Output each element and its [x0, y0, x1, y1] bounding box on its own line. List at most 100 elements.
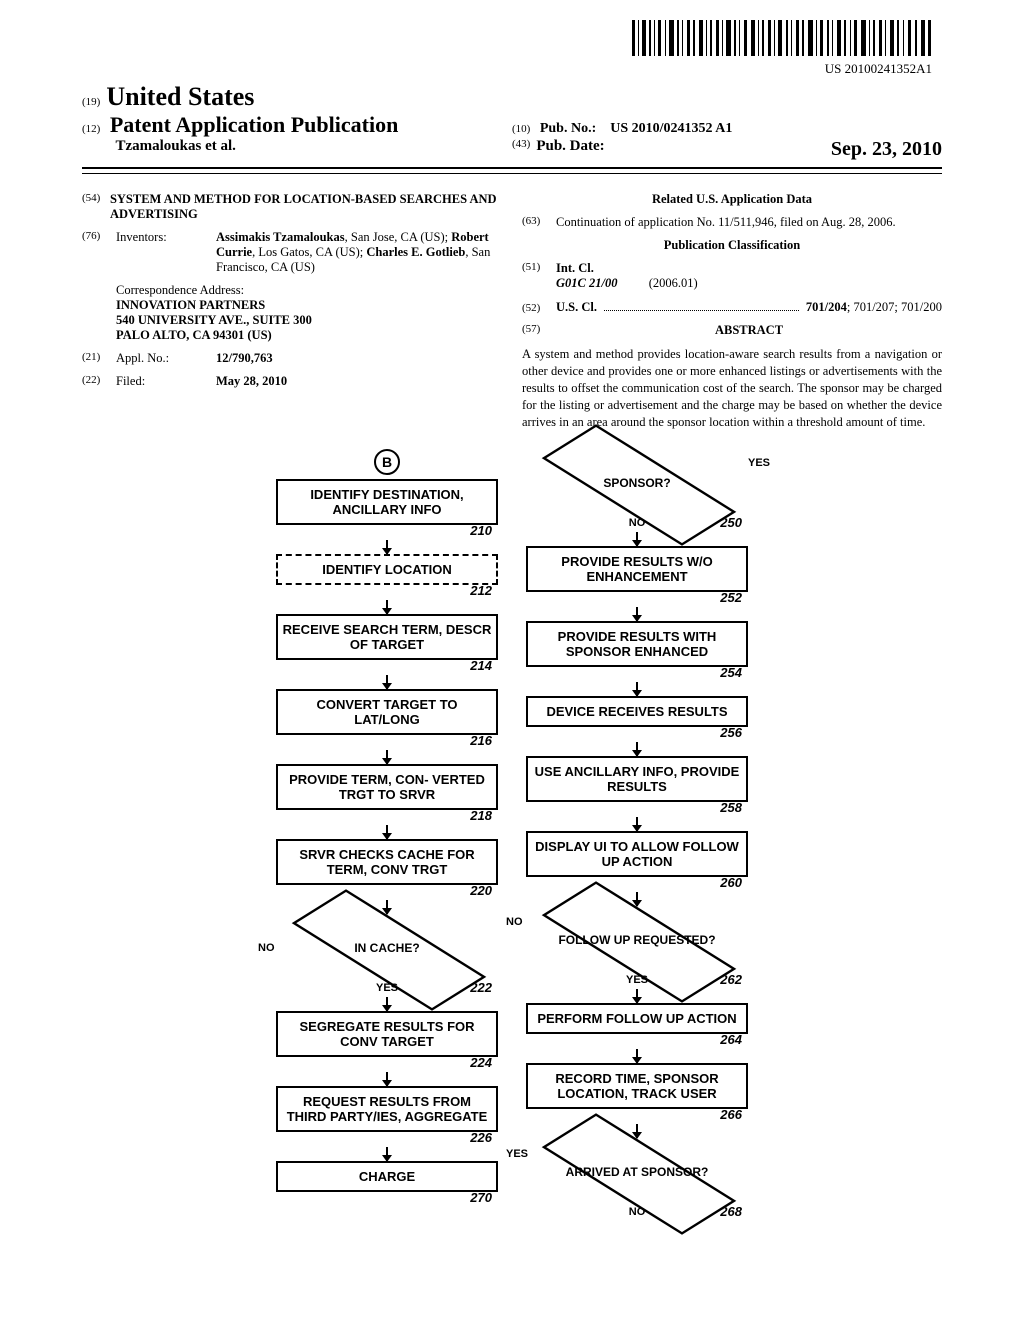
field-52-num: (52) — [522, 302, 556, 314]
flowchart-decision: IN CACHE?YESNO — [282, 916, 492, 980]
flowchart-arrow — [636, 742, 638, 756]
flowchart-arrow — [386, 600, 388, 614]
flowchart-arrow — [636, 1124, 638, 1138]
field-51-num: (51) — [522, 261, 556, 291]
left-column: (54) SYSTEM AND METHOD FOR LOCATION-BASE… — [82, 184, 502, 431]
field-57-num: (57) — [522, 323, 556, 338]
flowchart-box: IDENTIFY LOCATION — [276, 554, 498, 585]
top-bar: US 20100241352A1 — [82, 20, 942, 78]
flowchart-ref-number: 264 — [720, 1032, 742, 1047]
applno-label: Appl. No.: — [116, 351, 216, 366]
filed-label: Filed: — [116, 374, 216, 389]
flowchart-ref-number: 210 — [470, 523, 492, 538]
flowchart-decision: ARRIVED AT SPONSOR?YESNO — [532, 1140, 742, 1204]
inventors-value: Assimakis Tzamaloukas, San Jose, CA (US)… — [216, 230, 502, 275]
pubnum-value: US 2010/0241352 A1 — [610, 121, 732, 136]
correspondence-line: PALO ALTO, CA 94301 (US) — [116, 328, 494, 343]
flowchart-yes-label: YES — [506, 1148, 528, 1160]
flowchart-ref-number: 216 — [470, 733, 492, 748]
flowchart-box: PERFORM FOLLOW UP ACTION — [526, 1003, 748, 1034]
flowchart-box: SRVR CHECKS CACHE FOR TERM, CONV TRGT — [276, 839, 498, 885]
pubnum-prefix: (10) — [512, 123, 530, 135]
flowchart-arrow — [636, 892, 638, 906]
flowchart-ref-number: 258 — [720, 800, 742, 815]
invention-title: SYSTEM AND METHOD FOR LOCATION-BASED SEA… — [110, 192, 502, 222]
flowchart-box: RECORD TIME, SPONSOR LOCATION, TRACK USE… — [526, 1063, 748, 1109]
top-document-number: US 20100241352A1 — [825, 61, 932, 76]
field-76-num: (76) — [82, 230, 116, 275]
flowchart-box: SEGREGATE RESULTS FOR CONV TARGET — [276, 1011, 498, 1057]
uscl-values: 701/204; 701/207; 701/200 — [806, 300, 942, 315]
flowchart-arrow — [386, 1147, 388, 1161]
flowchart-yes-label: YES — [626, 974, 648, 986]
related-heading: Related U.S. Application Data — [522, 192, 942, 207]
flowchart-box: REQUEST RESULTS FROM THIRD PARTY/IES, AG… — [276, 1086, 498, 1132]
flowchart-ref-number: 254 — [720, 665, 742, 680]
uscl-label: U.S. Cl. — [556, 300, 597, 315]
flowchart-arrow — [386, 900, 388, 914]
flowchart-arrow — [386, 825, 388, 839]
flowchart-arrow — [636, 682, 638, 696]
flowchart-no-label: NO — [629, 1206, 646, 1218]
abstract-heading: ABSTRACT — [556, 323, 942, 338]
flowchart-box: CONVERT TARGET TO LAT/LONG — [276, 689, 498, 735]
flowchart-arrow — [386, 1072, 388, 1086]
flowchart-ref-number: 260 — [720, 875, 742, 890]
publication-title: Patent Application Publication — [110, 112, 398, 137]
intcl: Int. Cl. G01C 21/00 (2006.01) — [556, 261, 698, 291]
flowchart-box: RECEIVE SEARCH TERM, DESCR OF TARGET — [276, 614, 498, 660]
field-22-num: (22) — [82, 374, 116, 389]
applno-value: 12/790,763 — [216, 351, 502, 366]
pubclass-heading: Publication Classification — [522, 238, 942, 253]
body: (54) SYSTEM AND METHOD FOR LOCATION-BASE… — [82, 184, 942, 431]
barcode — [632, 20, 932, 61]
flowchart-yes-label: YES — [748, 457, 770, 469]
pubdate-label: Pub. Date: — [536, 138, 604, 161]
flowchart-arrow — [636, 989, 638, 1003]
flowchart-arrow — [636, 532, 638, 546]
flowchart-arrow — [636, 607, 638, 621]
flowchart-ref-number: 252 — [720, 590, 742, 605]
correspondence-line: 540 UNIVERSITY AVE., SUITE 300 — [116, 313, 494, 328]
related-text: Continuation of application No. 11/511,9… — [556, 215, 896, 230]
country: United States — [106, 82, 254, 112]
field-54-num: (54) — [82, 192, 110, 222]
flowchart-right-column: SPONSOR?YESNO250PROVIDE RESULTS W/O ENHA… — [522, 449, 752, 1221]
flowchart-decision: FOLLOW UP REQUESTED?YESNO — [532, 908, 742, 972]
flowchart-decision: SPONSOR?YESNO — [532, 451, 742, 515]
flowchart-ref-number: 218 — [470, 808, 492, 823]
patent-page: US 20100241352A1 (19) United States (12)… — [82, 0, 942, 1241]
flowchart: B IDENTIFY DESTINATION, ANCILLARY INFO21… — [82, 449, 942, 1221]
field-21-num: (21) — [82, 351, 116, 366]
flowchart-ref-number: 214 — [470, 658, 492, 673]
flowchart-no-label: NO — [258, 942, 275, 954]
flowchart-ref-number: 270 — [470, 1190, 492, 1205]
flowchart-box: CHARGE — [276, 1161, 498, 1192]
correspondence-line: INNOVATION PARTNERS — [116, 298, 494, 313]
flowchart-arrow — [386, 750, 388, 764]
flowchart-no-label: NO — [629, 517, 646, 529]
flowchart-entry-b: B — [374, 449, 400, 475]
pub-prefix: (12) — [82, 123, 100, 135]
flowchart-no-label: NO — [506, 916, 523, 928]
header: (19) United States (12) Patent Applicati… — [82, 82, 942, 174]
flowchart-left-column: B IDENTIFY DESTINATION, ANCILLARY INFO21… — [272, 449, 502, 1221]
flowchart-ref-number: 226 — [470, 1130, 492, 1145]
dotfill — [604, 299, 799, 311]
inventors-label: Inventors: — [116, 230, 216, 275]
flowchart-yes-label: YES — [376, 982, 398, 994]
intcl-date: (2006.01) — [649, 276, 698, 290]
flowchart-box: DEVICE RECEIVES RESULTS — [526, 696, 748, 727]
right-column: Related U.S. Application Data (63) Conti… — [522, 184, 942, 431]
flowchart-ref-number: 266 — [720, 1107, 742, 1122]
country-prefix: (19) — [82, 96, 100, 108]
intcl-code: G01C 21/00 — [556, 276, 617, 290]
flowchart-box: PROVIDE TERM, CON- VERTED TRGT TO SRVR — [276, 764, 498, 810]
flowchart-ref-number: 224 — [470, 1055, 492, 1070]
authors: Tzamaloukas et al. — [115, 138, 235, 154]
pubdate-prefix: (43) — [512, 138, 530, 161]
flowchart-box: PROVIDE RESULTS W/O ENHANCEMENT — [526, 546, 748, 592]
flowchart-arrow — [636, 817, 638, 831]
correspondence-label: Correspondence Address: — [116, 283, 494, 298]
flowchart-box: DISPLAY UI TO ALLOW FOLLOW UP ACTION — [526, 831, 748, 877]
